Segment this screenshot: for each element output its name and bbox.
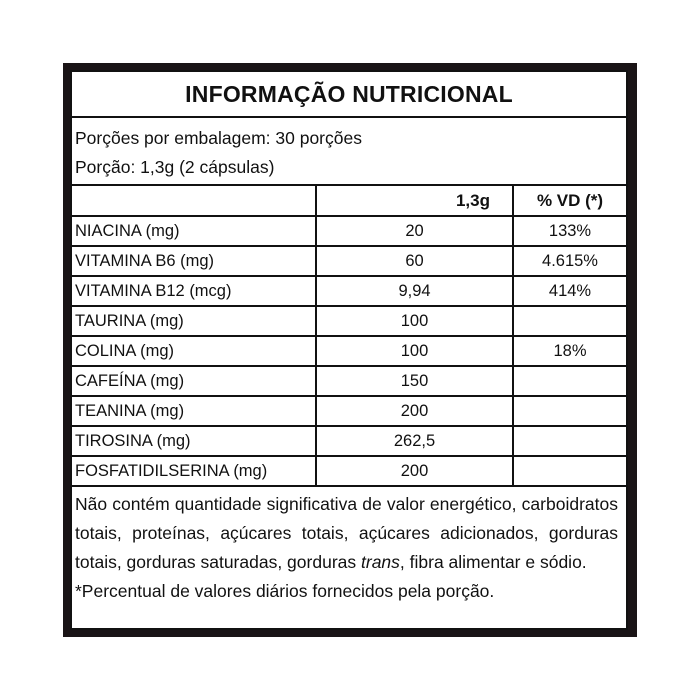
nutrient-name: VITAMINA B12 (mcg)	[72, 275, 317, 307]
nutrient-amount: 200	[315, 395, 514, 427]
header-daily-value: % VD (*)	[512, 186, 626, 217]
table-row: VITAMINA B12 (mcg) 9,94 414%	[72, 275, 626, 307]
nutrient-amount: 100	[315, 305, 514, 337]
table-row: NIACINA (mg) 20 133%	[72, 215, 626, 247]
nutrient-daily-value	[512, 365, 626, 397]
nutrient-daily-value	[512, 455, 626, 487]
header-nutrient	[72, 186, 316, 217]
nutrient-name: VITAMINA B6 (mg)	[72, 245, 317, 277]
nutrient-daily-value	[512, 425, 626, 457]
nutrient-amount: 100	[315, 335, 514, 367]
nutrient-daily-value	[512, 305, 626, 337]
table-row: COLINA (mg) 100 18%	[72, 335, 626, 367]
daily-value-footnote: *Percentual de valores diários fornecido…	[75, 581, 495, 601]
nutrient-name: CAFEÍNA (mg)	[72, 365, 317, 397]
table-row: TIROSINA (mg) 262,5	[72, 425, 626, 457]
nutrient-name: TAURINA (mg)	[72, 305, 317, 337]
nutrient-name: TIROSINA (mg)	[72, 425, 317, 457]
nutrient-daily-value: 4.615%	[512, 245, 626, 277]
table-row: CAFEÍNA (mg) 150	[72, 365, 626, 397]
nutrient-amount: 60	[315, 245, 514, 277]
nutrient-table: 1,3g % VD (*) NIACINA (mg) 20 133% VITAMINA…	[72, 186, 626, 487]
nutrient-amount: 262,5	[315, 425, 514, 457]
nutrient-daily-value: 414%	[512, 275, 626, 307]
nutrient-amount: 200	[315, 455, 514, 487]
table-header-row: 1,3g % VD (*)	[72, 186, 626, 217]
label-title: INFORMAÇÃO NUTRICIONAL	[72, 72, 626, 118]
nutrient-amount: 20	[315, 215, 514, 247]
table-row: TAURINA (mg) 100	[72, 305, 626, 337]
nutrition-facts-label: INFORMAÇÃO NUTRICIONAL Porções por embal…	[70, 70, 628, 630]
serving-info: Porções por embalagem: 30 porções Porção…	[72, 118, 626, 186]
header-amount: 1,3g	[315, 186, 514, 217]
nutrient-daily-value: 133%	[512, 215, 626, 247]
nutrient-disclaimer: Não contém quantidade significativa de v…	[75, 494, 618, 572]
table-row: TEANINA (mg) 200	[72, 395, 626, 427]
nutrient-name: COLINA (mg)	[72, 335, 317, 367]
nutrient-daily-value: 18%	[512, 335, 626, 367]
nutrient-amount: 9,94	[315, 275, 514, 307]
servings-per-package: Porções por embalagem: 30 porções	[75, 128, 362, 148]
table-row: FOSFATIDILSERINA (mg) 200	[72, 455, 626, 487]
nutrient-daily-value	[512, 395, 626, 427]
nutrient-amount: 150	[315, 365, 514, 397]
table-row: VITAMINA B6 (mg) 60 4.615%	[72, 245, 626, 277]
serving-size: Porção: 1,3g (2 cápsulas)	[75, 157, 275, 177]
nutrient-name: TEANINA (mg)	[72, 395, 317, 427]
nutrient-name: FOSFATIDILSERINA (mg)	[72, 455, 317, 487]
label-footer: Não contém quantidade significativa de v…	[72, 490, 626, 606]
nutrient-name: NIACINA (mg)	[72, 215, 317, 247]
